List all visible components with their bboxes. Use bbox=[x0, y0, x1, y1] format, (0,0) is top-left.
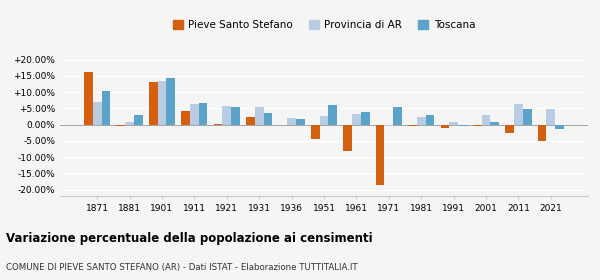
Bar bbox=[84, 72, 93, 125]
Bar bbox=[473, 125, 482, 126]
Bar bbox=[255, 107, 263, 125]
Text: Variazione percentuale della popolazione ai censimenti: Variazione percentuale della popolazione… bbox=[6, 232, 373, 245]
Bar bbox=[417, 118, 425, 125]
Bar bbox=[246, 117, 255, 125]
Bar bbox=[376, 125, 385, 185]
Bar bbox=[231, 108, 240, 125]
Bar bbox=[458, 125, 467, 126]
Text: COMUNE DI PIEVE SANTO STEFANO (AR) - Dati ISTAT - Elaborazione TUTTITALIA.IT: COMUNE DI PIEVE SANTO STEFANO (AR) - Dat… bbox=[6, 263, 358, 272]
Bar bbox=[116, 125, 125, 126]
Bar bbox=[482, 115, 490, 125]
Bar bbox=[440, 125, 449, 128]
Bar bbox=[555, 125, 564, 129]
Bar bbox=[311, 125, 320, 139]
Bar bbox=[181, 111, 190, 125]
Bar bbox=[101, 90, 110, 125]
Bar bbox=[393, 107, 402, 125]
Bar bbox=[505, 125, 514, 133]
Bar bbox=[93, 102, 101, 125]
Bar bbox=[287, 118, 296, 125]
Bar bbox=[523, 109, 532, 125]
Bar bbox=[547, 109, 555, 125]
Bar bbox=[263, 113, 272, 125]
Bar bbox=[408, 125, 417, 126]
Bar bbox=[320, 116, 328, 125]
Bar bbox=[296, 119, 305, 125]
Bar bbox=[199, 103, 208, 125]
Bar bbox=[425, 115, 434, 125]
Bar bbox=[149, 82, 158, 125]
Bar bbox=[449, 122, 458, 125]
Bar bbox=[223, 106, 231, 125]
Bar bbox=[214, 124, 223, 125]
Legend: Pieve Santo Stefano, Provincia di AR, Toscana: Pieve Santo Stefano, Provincia di AR, To… bbox=[169, 16, 479, 34]
Bar bbox=[538, 125, 547, 141]
Bar bbox=[190, 104, 199, 125]
Bar bbox=[352, 114, 361, 125]
Bar bbox=[125, 122, 134, 125]
Bar bbox=[490, 122, 499, 125]
Bar bbox=[361, 112, 370, 125]
Bar bbox=[514, 104, 523, 125]
Bar bbox=[343, 125, 352, 151]
Bar bbox=[134, 115, 143, 125]
Bar bbox=[166, 78, 175, 125]
Bar bbox=[158, 81, 166, 125]
Bar bbox=[328, 105, 337, 125]
